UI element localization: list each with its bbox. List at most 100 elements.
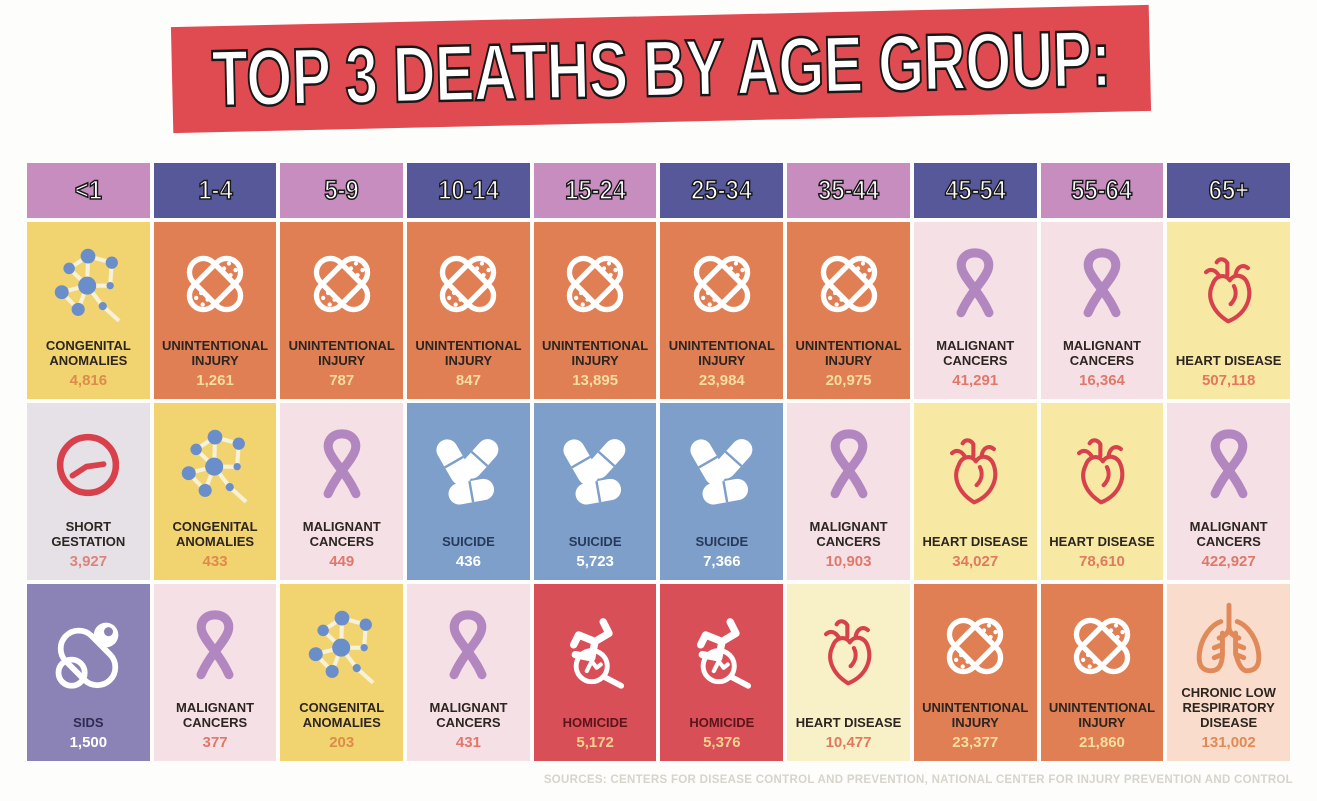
cause-label: UNINTENTIONAL INJURY [1048,700,1156,731]
safety-pin-icon [27,590,150,716]
cell-malignant-cancers: MALIGNANT CANCERS 377 [153,584,277,761]
cell-malignant-cancers: MALIGNANT CANCERS 449 [280,403,404,580]
death-count: 20,975 [825,372,872,389]
cause-label: HEART DISEASE [1175,353,1282,369]
age-group-table: <1 1-4 5-9 10-14 15-24 25-34 35-44 45-54 55-64 65… [27,163,1290,761]
molecule-icon [27,228,150,339]
death-count: 10,903 [825,553,872,570]
ribbon-icon [787,409,910,520]
bandage-icon [660,228,783,339]
age-group-header-10-14: 10-14 [407,163,530,218]
source-note: SOURCES: CENTERS FOR DISEASE CONTROL AND… [543,774,1293,786]
death-count: 5,723 [576,553,614,570]
death-count: 449 [329,553,355,570]
cause-label: UNINTENTIONAL INJURY [288,338,395,369]
cause-label: HEART DISEASE [795,715,902,731]
age-group-label: 5-9 [324,174,360,206]
death-count: 436 [455,553,481,570]
title-banner: TOP 3 DEATHS BY AGE GROUP: [170,4,1152,134]
death-count: 131,002 [1201,734,1256,751]
death-count: 13,895 [572,372,619,389]
age-group-label: 35-44 [817,174,879,206]
age-group-label: 1-4 [197,174,233,206]
age-group-header-45-54: 45-54 [913,163,1037,218]
cause-label: SIDS [73,715,104,731]
pills-icon [534,409,657,535]
cell-suicide: SUICIDE 436 [407,403,530,580]
cause-label: UNINTENTIONAL INJURY [668,338,775,369]
ribbon-icon [914,228,1037,339]
cause-label: MALIGNANT CANCERS [429,700,508,731]
cell-unintentional-injury: UNINTENTIONAL INJURY 23,377 [913,584,1037,761]
cause-label: MALIGNANT CANCERS [1189,519,1268,550]
cause-label: UNINTENTIONAL INJURY [161,338,269,369]
cell-unintentional-injury: UNINTENTIONAL INJURY 847 [407,222,530,399]
cell-unintentional-injury: UNINTENTIONAL INJURY 21,860 [1040,584,1164,761]
death-count: 507,118 [1201,372,1256,389]
cell-sids: SIDS 1,500 [27,584,150,761]
cell-congenital-anomalies: CONGENITAL ANOMALIES 4,816 [27,222,150,399]
cause-label: HOMICIDE [689,715,755,731]
cell-heart-disease: HEART DISEASE 507,118 [1167,222,1290,399]
cause-label: MALIGNANT CANCERS [302,519,381,550]
cell-suicide: SUICIDE 5,723 [533,403,657,580]
cause-label: HEART DISEASE [922,534,1028,550]
death-count: 377 [202,734,228,751]
cell-congenital-anomalies: CONGENITAL ANOMALIES 433 [153,403,277,580]
cell-malignant-cancers: MALIGNANT CANCERS 41,291 [913,222,1037,399]
age-group-label: 25-34 [691,174,753,206]
age-group-label: <1 [74,174,103,206]
death-count: 3,927 [69,553,108,570]
cause-label: MALIGNANT CANCERS [936,338,1015,369]
cell-unintentional-injury: UNINTENTIONAL INJURY 1,261 [153,222,277,399]
heart-icon [1167,228,1290,354]
death-count: 78,610 [1079,553,1125,570]
cause-label: HEART DISEASE [1049,534,1155,550]
bandage-icon [407,228,530,339]
age-group-header-35-44: 35-44 [787,163,910,218]
age-group-header-15-24: 15-24 [533,163,657,218]
age-group-header-5-9: 5-9 [280,163,404,218]
age-group-label: 15-24 [564,174,626,206]
cell-malignant-cancers: MALIGNANT CANCERS 16,364 [1040,222,1164,399]
age-group-header-55-64: 55-64 [1040,163,1164,218]
cell-malignant-cancers: MALIGNANT CANCERS 10,903 [787,403,910,580]
bandage-icon [787,228,910,339]
death-count: 7,366 [703,553,741,570]
cell-malignant-cancers: MALIGNANT CANCERS 422,927 [1167,403,1290,580]
cause-label: UNINTENTIONAL INJURY [795,338,902,369]
cell-unintentional-injury: UNINTENTIONAL INJURY 20,975 [787,222,910,399]
cell-unintentional-injury: UNINTENTIONAL INJURY 787 [280,222,404,399]
cause-label: UNINTENTIONAL INJURY [542,338,649,369]
body-magnifier-icon [534,590,657,716]
body-magnifier-icon [660,590,783,716]
bandage-icon [534,228,657,339]
bandage-icon [154,228,277,339]
death-count: 5,376 [703,734,741,751]
death-count: 4,816 [69,372,108,389]
death-count: 10,477 [825,734,872,751]
cause-label: SHORT GESTATION [51,519,126,550]
cause-label: CONGENITAL ANOMALIES [45,338,131,369]
cause-cells-grid: CONGENITAL ANOMALIES 4,816 UNINTENTIONAL I… [27,222,1290,761]
ribbon-icon [280,409,403,520]
cause-label: CONGENITAL ANOMALIES [299,700,385,731]
pills-icon [660,409,783,535]
page-title: TOP 3 DEATHS BY AGE GROUP: [210,13,1112,125]
death-count: 5,172 [576,734,614,751]
molecule-icon [280,590,403,701]
cause-label: UNINTENTIONAL INJURY [922,700,1029,731]
cause-label: MALIGNANT CANCERS [176,700,255,731]
cell-heart-disease: HEART DISEASE 78,610 [1040,403,1164,580]
age-group-label: 65+ [1208,174,1250,206]
ribbon-icon [1167,409,1290,520]
ribbon-icon [407,590,530,701]
ribbon-icon [1041,228,1164,339]
heart-icon [1041,409,1164,535]
death-count: 21,860 [1079,734,1125,751]
cell-unintentional-injury: UNINTENTIONAL INJURY 23,984 [660,222,784,399]
age-group-header-1-4: 1-4 [153,163,277,218]
cause-label: HOMICIDE [562,715,628,731]
age-group-header-65+: 65+ [1167,163,1290,218]
cell-suicide: SUICIDE 7,366 [660,403,784,580]
